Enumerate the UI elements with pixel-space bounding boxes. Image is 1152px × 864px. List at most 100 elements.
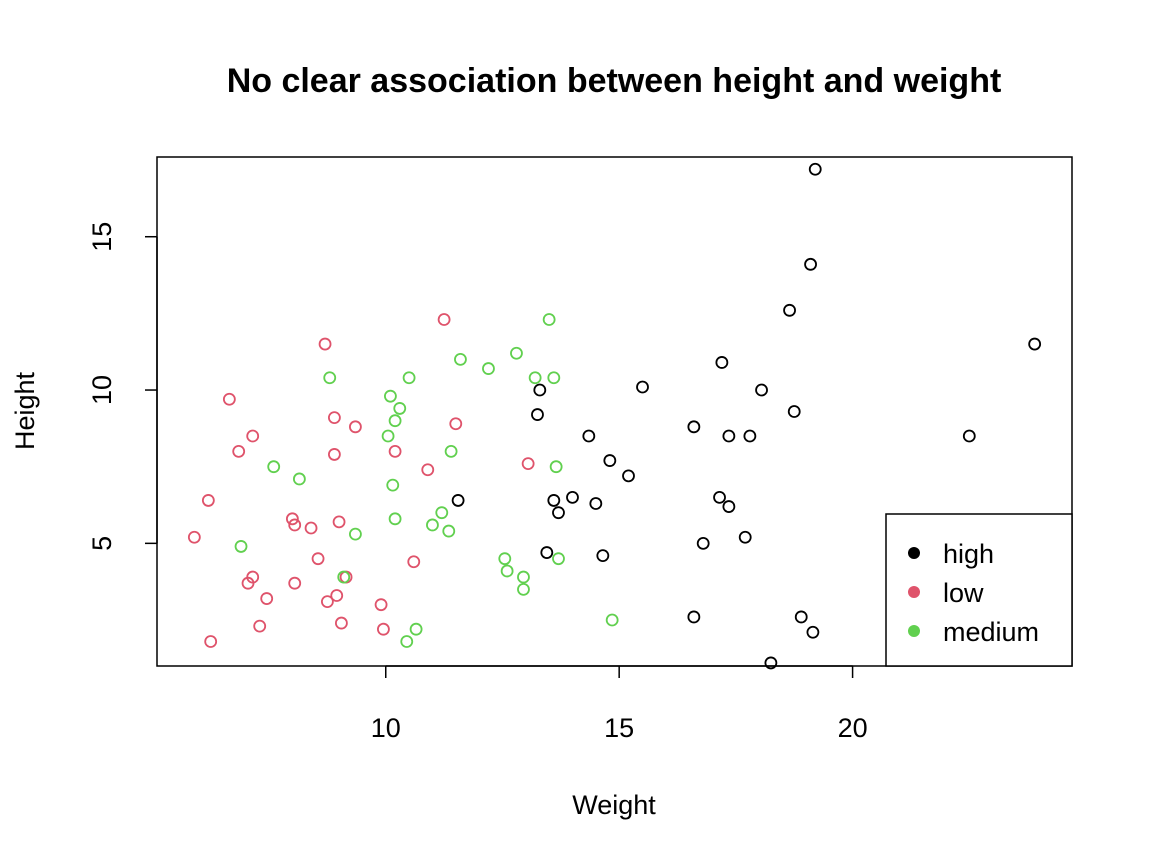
data-point-medium: [402, 371, 416, 385]
data-point-high: [722, 500, 736, 513]
y-axis-label: Height: [10, 371, 40, 450]
data-point-medium: [337, 570, 351, 584]
data-point-high: [962, 429, 976, 443]
data-point-high: [738, 530, 752, 544]
data-point-low: [260, 592, 274, 605]
x-tick-label: 10: [371, 713, 401, 743]
data-point-low: [377, 622, 390, 636]
legend-marker-high: [908, 547, 920, 559]
data-point-high: [622, 469, 635, 483]
data-point-medium: [498, 552, 512, 566]
legend-item-high: high: [908, 539, 994, 569]
data-point-medium: [454, 352, 467, 366]
data-point-low: [437, 313, 451, 326]
data-point-low: [288, 576, 302, 590]
data-point-medium: [528, 371, 542, 385]
x-axis: 10 15 20: [371, 665, 868, 743]
data-point-low: [320, 595, 334, 609]
data-point-medium: [482, 362, 495, 375]
data-point-medium: [409, 622, 423, 636]
data-point-low: [222, 392, 236, 406]
data-point-high: [531, 408, 544, 421]
series-high: [451, 162, 1042, 670]
data-point-low: [318, 337, 332, 351]
data-point-medium: [510, 346, 523, 360]
data-point-medium: [426, 518, 439, 532]
data-point-high: [794, 610, 808, 624]
data-point-high: [687, 420, 701, 434]
legend-item-medium: medium: [908, 617, 1039, 647]
data-point-medium: [549, 460, 563, 474]
data-point-medium: [323, 371, 337, 385]
data-point-high: [636, 380, 649, 394]
data-point-medium: [381, 429, 395, 443]
data-point-medium: [517, 582, 530, 596]
y-tick-label: 5: [87, 536, 117, 551]
data-point-low: [201, 494, 215, 507]
data-point-low: [253, 619, 267, 633]
data-point-medium: [234, 540, 248, 553]
data-point-high: [547, 494, 561, 507]
data-point-low: [421, 463, 435, 477]
data-point-high: [755, 383, 768, 397]
data-point-low: [304, 521, 318, 535]
data-point-high: [540, 546, 554, 559]
data-point-high: [743, 429, 757, 443]
legend-item-low: low: [908, 578, 984, 608]
data-point-medium: [435, 506, 449, 520]
data-point-low: [388, 444, 402, 458]
data-point-high: [808, 162, 822, 176]
data-point-low: [311, 552, 325, 566]
data-point-low: [246, 429, 260, 443]
data-point-medium: [444, 444, 458, 458]
data-point-medium: [442, 524, 456, 538]
data-point-low: [232, 444, 246, 458]
data-point-high: [804, 257, 817, 271]
data-point-medium: [384, 389, 397, 403]
data-point-high: [713, 490, 726, 504]
data-point-medium: [267, 460, 281, 474]
data-point-high: [783, 303, 796, 317]
data-point-medium: [552, 552, 565, 566]
data-point-high: [1028, 337, 1042, 351]
data-point-medium: [400, 635, 414, 648]
data-point-medium: [388, 414, 402, 428]
data-point-low: [349, 420, 362, 434]
data-point-high: [687, 610, 701, 624]
y-tick-label: 10: [87, 375, 117, 405]
data-point-high: [589, 497, 603, 510]
data-point-high: [787, 405, 801, 418]
data-point-medium: [393, 402, 407, 415]
legend-label-medium: medium: [943, 617, 1039, 647]
data-point-low: [285, 512, 299, 526]
legend: high low medium: [885, 513, 1073, 667]
data-point-high: [722, 429, 736, 443]
data-point-low: [521, 457, 535, 471]
data-point-medium: [386, 478, 400, 492]
data-point-low: [327, 448, 341, 461]
data-point-high: [806, 625, 820, 639]
data-point-low: [288, 518, 302, 532]
x-tick-label: 15: [604, 713, 634, 743]
data-point-low: [327, 411, 341, 425]
data-point-medium: [349, 527, 362, 541]
legend-label-low: low: [943, 578, 984, 608]
data-point-low: [241, 576, 255, 590]
data-point-high: [696, 536, 710, 550]
data-point-high: [596, 549, 610, 563]
data-point-low: [407, 555, 421, 569]
legend-label-high: high: [943, 539, 994, 569]
data-point-low: [449, 417, 463, 431]
data-point-medium: [547, 371, 561, 385]
data-point-medium: [500, 564, 514, 578]
data-point-high: [533, 383, 547, 397]
y-axis: 5 10 15: [87, 222, 158, 551]
data-points: [187, 162, 1042, 670]
data-point-low: [335, 616, 348, 630]
data-point-high: [715, 356, 729, 369]
data-point-high: [451, 494, 465, 507]
x-axis-label: Weight: [572, 790, 656, 820]
series-medium: [234, 313, 619, 648]
chart-title: No clear association between height and …: [227, 62, 1002, 100]
